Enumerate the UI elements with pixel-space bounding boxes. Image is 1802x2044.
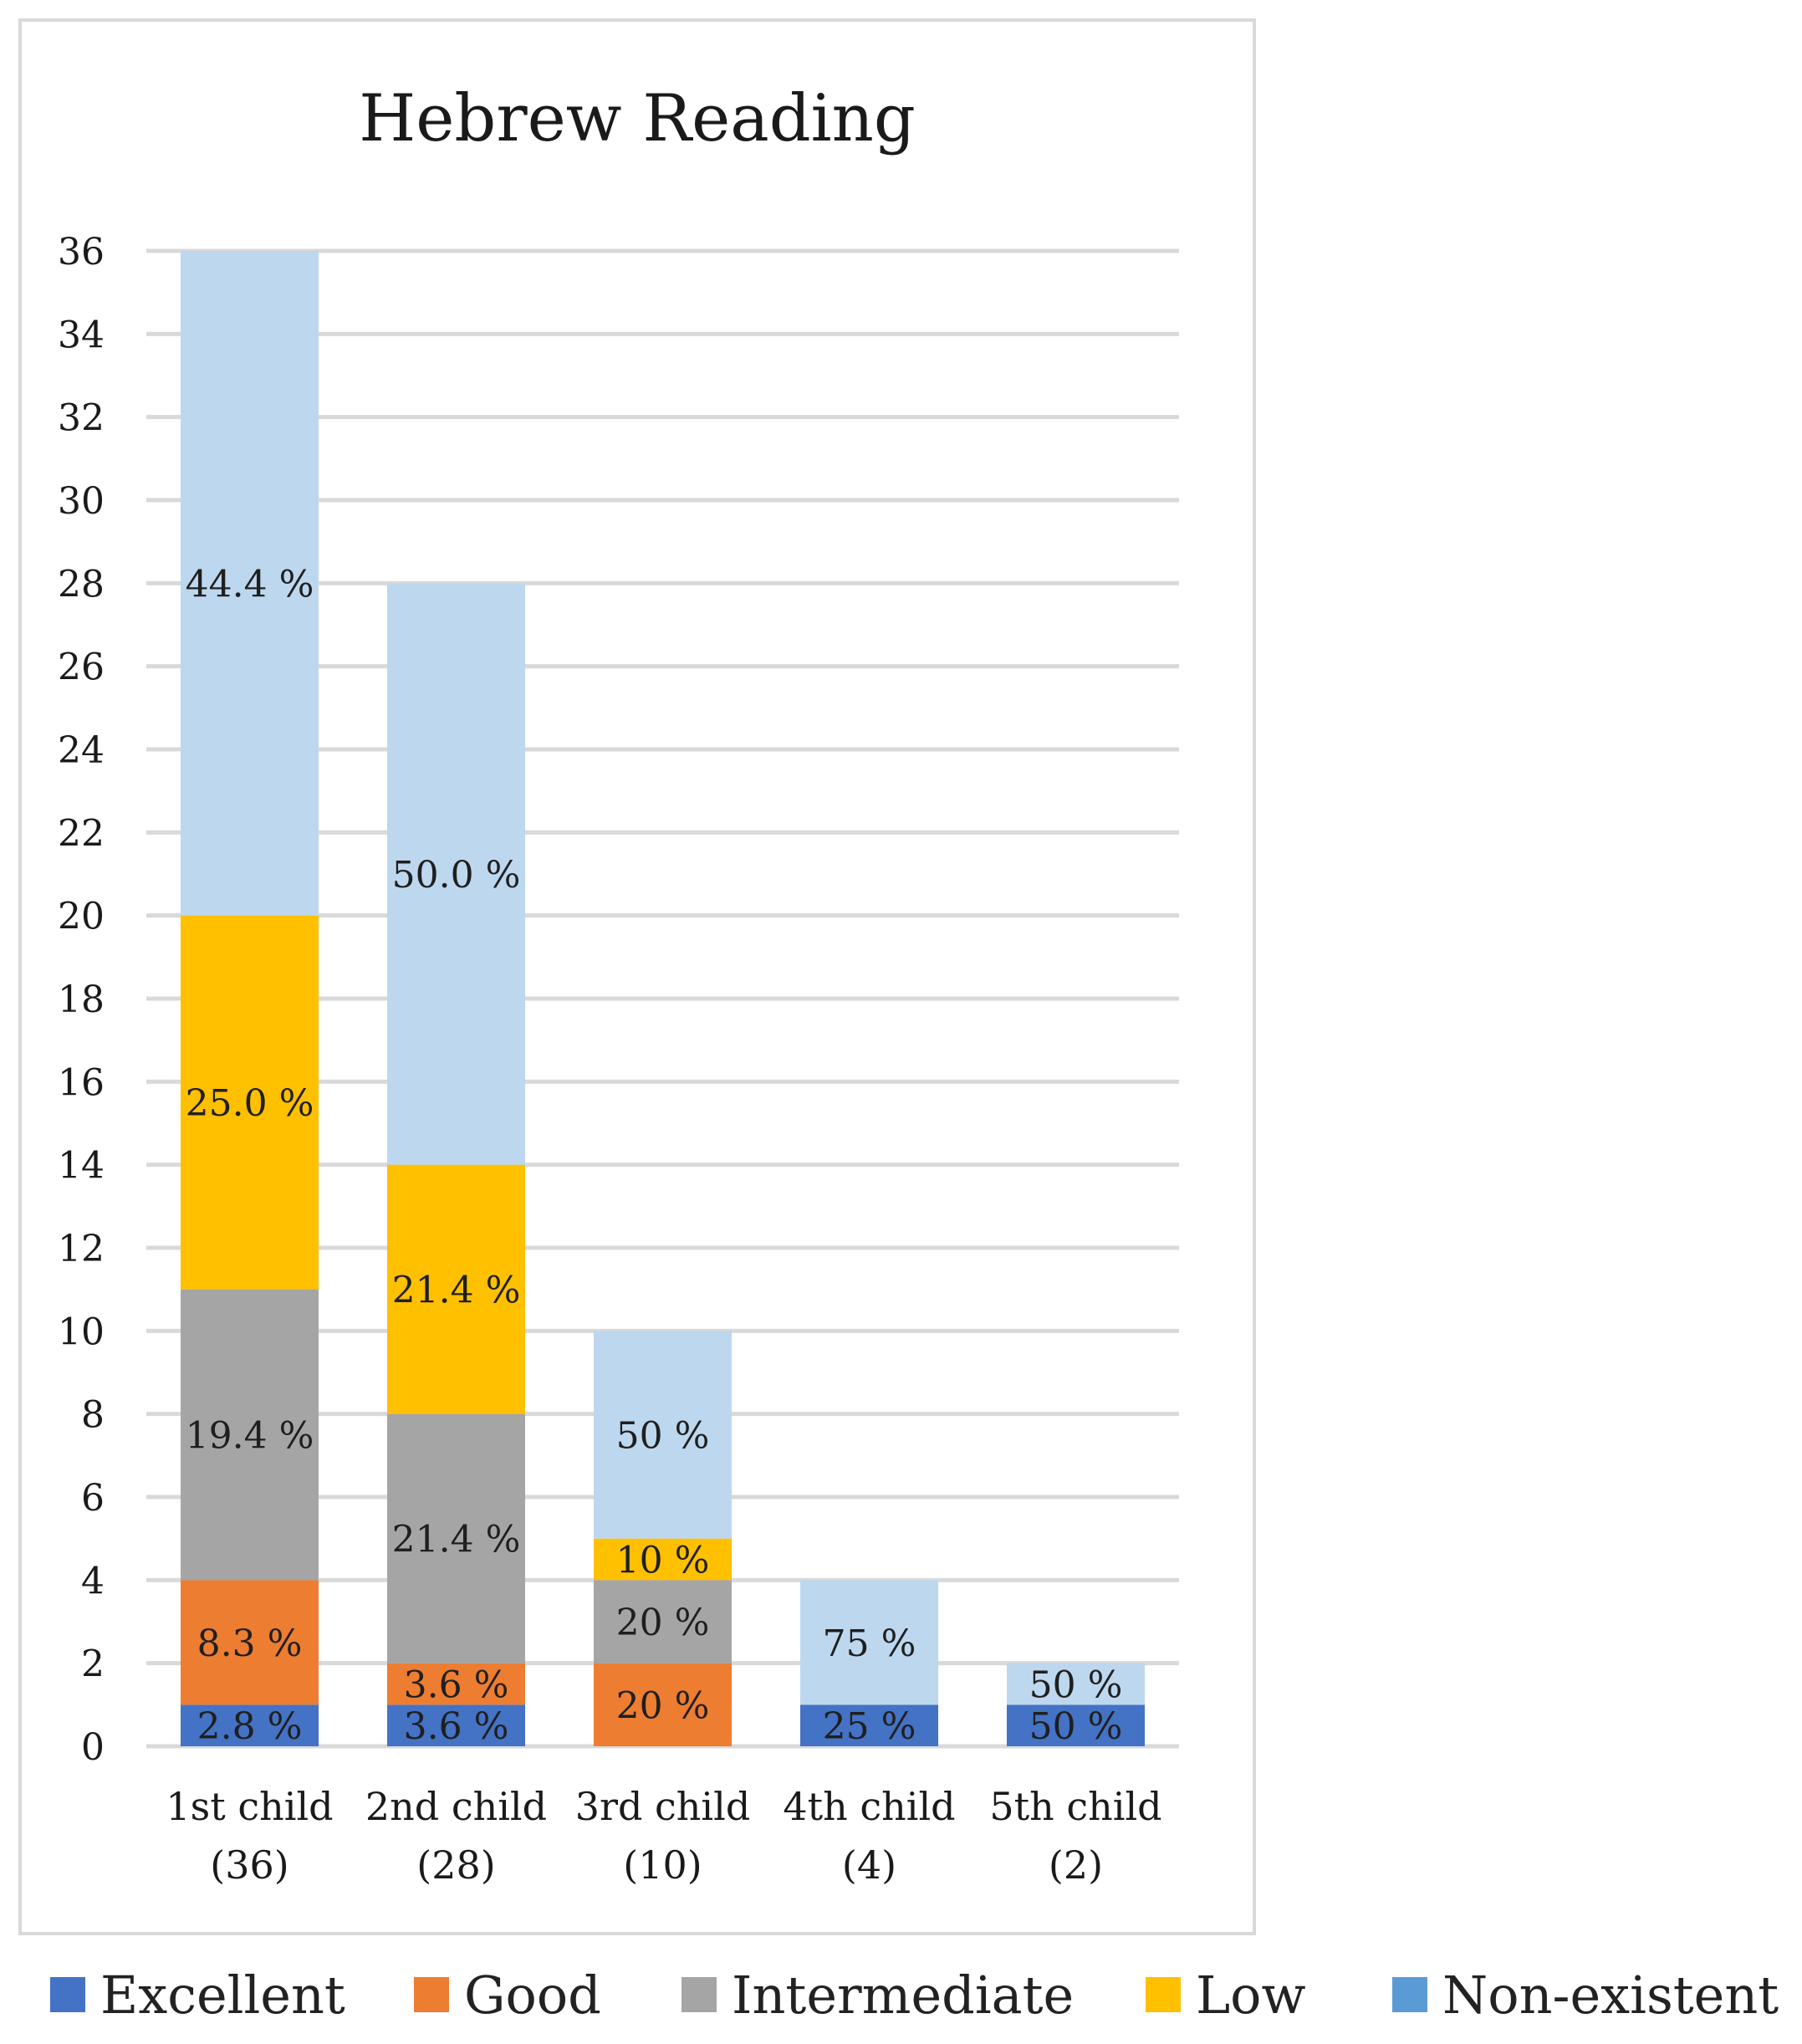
legend: Excellent Good Intermediate Low Non-existent — [0, 1957, 1802, 2032]
y-tick-label: 2 — [81, 1643, 105, 1686]
bar-segment-non-existent — [800, 1580, 938, 1705]
bar-segment-excellent — [1007, 1704, 1145, 1746]
y-tick-label: 30 — [58, 480, 105, 523]
data-label: 25 % — [823, 1705, 916, 1748]
data-label: 50.0 % — [392, 854, 521, 897]
y-tick-label: 32 — [58, 397, 105, 440]
bar-segment-good — [387, 1663, 525, 1705]
data-label: 3.6 % — [404, 1664, 509, 1707]
data-label: 21.4 % — [392, 1519, 521, 1561]
y-tick-label: 8 — [81, 1394, 105, 1437]
y-tick-label: 24 — [58, 729, 105, 772]
data-label: 50 % — [616, 1415, 710, 1458]
stacked-bar-chart: Hebrew Reading 0246810121416182022242628… — [58, 81, 1179, 1888]
bar-segment-excellent — [800, 1704, 938, 1746]
data-label: 19.4 % — [186, 1415, 314, 1458]
data-label: 21.4 % — [392, 1270, 521, 1312]
legend-label: Good — [464, 1964, 601, 2026]
y-tick-label: 28 — [58, 563, 105, 606]
bar-segment-non-existent — [1007, 1663, 1145, 1705]
legend-swatch — [1392, 1977, 1427, 2012]
bar-segment-low — [387, 1164, 525, 1414]
bar-segment-non-existent — [387, 583, 525, 1165]
data-label: 50 % — [1029, 1664, 1123, 1707]
y-tick-label: 18 — [58, 979, 105, 1021]
x-tick-label: (2) — [1049, 1842, 1103, 1888]
legend-swatch — [681, 1977, 717, 2012]
x-axis-labels: 1st child (36) 2nd child (28) 3rd child (10) 4… — [166, 1784, 1161, 1888]
legend-swatch — [1146, 1977, 1181, 2012]
legend-swatch — [50, 1977, 85, 2012]
y-tick-label: 12 — [58, 1228, 105, 1270]
legend-label: Low — [1196, 1964, 1306, 2026]
bar-segment-good — [181, 1580, 319, 1705]
y-tick-label: 0 — [81, 1726, 105, 1769]
data-label: 44.4 % — [186, 563, 314, 606]
data-label: 8.3 % — [197, 1622, 303, 1665]
chart-title: Hebrew Reading — [359, 81, 916, 156]
y-tick-label: 10 — [58, 1311, 105, 1353]
x-tick-label: (4) — [842, 1842, 896, 1888]
x-tick-label: 2nd child — [365, 1784, 547, 1829]
data-label: 50 % — [1029, 1705, 1123, 1748]
data-label: 3.6 % — [404, 1705, 509, 1748]
bar-segment-non-existent — [181, 251, 319, 916]
bar-segment-non-existent — [594, 1331, 732, 1539]
y-tick-label: 14 — [58, 1145, 105, 1188]
x-tick-label: (28) — [416, 1842, 495, 1888]
legend-label: Non-existent — [1442, 1964, 1779, 2026]
y-tick-label: 16 — [58, 1061, 105, 1104]
x-tick-label: 5th child — [989, 1784, 1161, 1829]
bar-segment-good — [594, 1663, 732, 1746]
legend-item: Non-existent — [1392, 1957, 1779, 2032]
y-tick-label: 26 — [58, 646, 105, 689]
data-label: 75 % — [823, 1622, 916, 1665]
legend-item: Intermediate — [681, 1957, 1074, 2032]
bar-segment-low — [594, 1538, 732, 1581]
data-label: 25.0 % — [186, 1082, 314, 1125]
data-label: 10 % — [616, 1540, 710, 1582]
data-label: 2.8 % — [197, 1705, 303, 1748]
x-tick-label: 3rd child — [575, 1784, 751, 1829]
y-tick-label: 6 — [81, 1477, 105, 1520]
legend-item: Good — [414, 1957, 601, 2032]
bar-segment-intermediate — [181, 1289, 319, 1581]
x-tick-label: (10) — [623, 1842, 702, 1888]
data-label: 20 % — [616, 1602, 710, 1644]
x-tick-label: (36) — [210, 1842, 288, 1888]
x-tick-label: 4th child — [783, 1784, 955, 1829]
y-tick-label: 36 — [58, 231, 105, 273]
bar-segment-excellent — [181, 1704, 319, 1746]
y-tick-label: 4 — [81, 1560, 105, 1602]
legend-label: Excellent — [100, 1964, 345, 2026]
bar-segment-low — [181, 915, 319, 1290]
data-label: 20 % — [616, 1684, 710, 1727]
bar-segment-intermediate — [387, 1413, 525, 1663]
legend-swatch — [414, 1977, 449, 2012]
legend-item: Excellent — [50, 1957, 345, 2032]
bar-segment-intermediate — [594, 1580, 732, 1663]
bar-segment-excellent — [387, 1704, 525, 1746]
legend-label: Intermediate — [732, 1964, 1075, 2026]
y-tick-label: 34 — [58, 314, 105, 356]
bars — [181, 251, 1145, 1746]
legend-item: Low — [1146, 1957, 1306, 2032]
x-tick-label: 1st child — [166, 1784, 333, 1829]
y-tick-label: 22 — [58, 812, 105, 855]
data-labels: 2.8 % 8.3 % 19.4 % 25.0 % 44.4 % 3.6 %3.6 % 21… — [186, 563, 1123, 1748]
y-tick-label: 20 — [58, 896, 105, 938]
